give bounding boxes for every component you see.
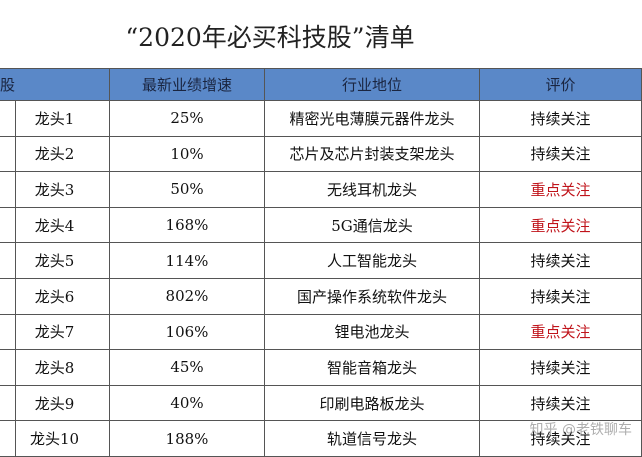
table-cell: 10% [110, 136, 265, 173]
table-cell: 龙头10 [0, 421, 110, 457]
table-cell: 智能音箱龙头 [265, 350, 480, 386]
header-cell: 行业地位 [265, 68, 480, 101]
table-cell: 龙头2 [0, 136, 110, 173]
table-cell: 龙头1 [0, 101, 110, 137]
watermark: 知乎 @老铁聊车 [529, 422, 632, 438]
table-cell: 25% [110, 101, 265, 137]
table-cell: 龙头8 [0, 350, 110, 386]
table-cell: 人工智能龙头 [265, 243, 480, 279]
table-cell: 106% [110, 314, 265, 351]
header-cell: 评价 [480, 68, 642, 101]
table-cell: 轨道信号龙头 [265, 421, 480, 457]
table-cell: 精密光电薄膜元器件龙头 [265, 101, 480, 137]
table-cell: 持续关注 [480, 279, 642, 315]
table-cell: 持续关注 [480, 243, 642, 279]
table-cell: 持续关注 [480, 136, 642, 173]
table-cell: 40% [110, 385, 265, 422]
header-cell: 股 [0, 68, 110, 101]
table-cell: 龙头9 [0, 385, 110, 422]
table-cell: 锂电池龙头 [265, 314, 480, 351]
table-cell: 龙头4 [0, 207, 110, 244]
table-cell: 重点关注 [480, 172, 642, 208]
title: “2020年必买科技股”清单 [125, 23, 415, 52]
table-cell: 国产操作系统软件龙头 [265, 279, 480, 315]
table-cell: 重点关注 [480, 207, 642, 244]
table-cell: 802% [110, 279, 265, 315]
header-cell: 最新业绩增速 [110, 68, 265, 101]
table-cell: 持续关注 [480, 101, 642, 137]
table-cell: 5G通信龙头 [265, 207, 480, 244]
column-separator [15, 101, 16, 457]
table-cell: 持续关注 [480, 350, 642, 386]
table-cell: 114% [110, 243, 265, 279]
table-cell: 188% [110, 421, 265, 457]
table-cell: 芯片及芯片封装支架龙头 [265, 136, 480, 173]
table-cell: 45% [110, 350, 265, 386]
table-cell: 龙头5 [0, 243, 110, 279]
table-cell: 持续关注 [480, 385, 642, 422]
table-cell: 无线耳机龙头 [265, 172, 480, 208]
table-cell: 168% [110, 207, 265, 244]
table-cell: 50% [110, 172, 265, 208]
table-cell: 印刷电路板龙头 [265, 385, 480, 422]
table-cell: 重点关注 [480, 314, 642, 351]
table-cell: 龙头3 [0, 172, 110, 208]
table-cell: 龙头6 [0, 279, 110, 315]
table-cell: 龙头7 [0, 314, 110, 351]
